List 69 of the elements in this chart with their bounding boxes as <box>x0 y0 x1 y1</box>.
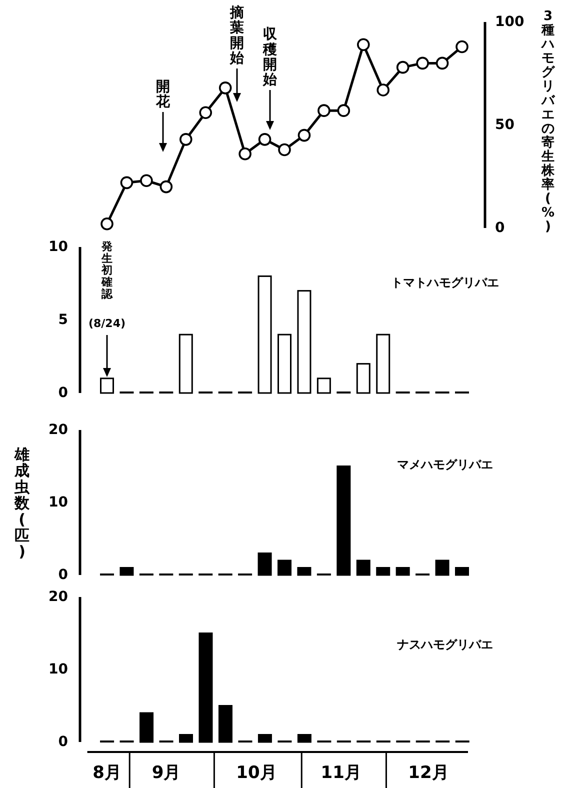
annotation: 開花 <box>155 78 171 110</box>
text: 3種ハモグリバエの寄生株率(%) <box>541 9 555 235</box>
text: ナスハモグリバエ <box>397 637 493 652</box>
annotation: (8/24) <box>88 317 126 330</box>
x-tick-label: 10月 <box>236 763 277 783</box>
y-tick-label: 0 <box>58 566 68 583</box>
x-tick-label: 11月 <box>320 763 362 783</box>
y-tick-label: 0 <box>495 220 505 236</box>
y-axis-title: 雄成虫数(匹) <box>14 446 30 561</box>
point <box>376 84 390 96</box>
x-tick-label: 9月 <box>152 763 181 783</box>
point <box>356 38 370 52</box>
bar <box>179 734 193 743</box>
x-tick-label: 8月 <box>92 763 122 783</box>
y-tick-label: 100 <box>495 14 524 30</box>
point <box>396 60 410 74</box>
y-tick-label: 10 <box>48 494 68 510</box>
point <box>160 180 173 194</box>
bar <box>278 560 292 576</box>
bar <box>297 734 312 743</box>
point <box>218 82 232 94</box>
point <box>238 147 252 160</box>
point <box>298 128 311 142</box>
point <box>140 174 153 188</box>
point <box>416 56 429 70</box>
y-tick-label: 0 <box>58 384 68 401</box>
bar <box>297 290 312 394</box>
bar <box>178 334 193 394</box>
y-tick-label: 10 <box>48 238 68 255</box>
bar <box>140 712 154 743</box>
point <box>258 133 272 146</box>
bar <box>198 632 213 743</box>
y-tick-label: 20 <box>48 588 68 605</box>
point <box>456 40 468 54</box>
y-tick-label: 50 <box>495 116 515 133</box>
x-tick-label: 12月 <box>408 763 449 783</box>
annotation: 収穫開始 <box>262 26 278 88</box>
text: トマトハモグリバエ <box>391 275 499 290</box>
bar <box>356 363 370 394</box>
bar <box>120 567 134 576</box>
bar <box>376 567 390 576</box>
annotation: 発生初確認 <box>100 240 114 300</box>
point <box>179 133 192 146</box>
point <box>436 56 449 70</box>
bar <box>297 567 312 576</box>
y-tick-label: 20 <box>48 422 68 438</box>
point <box>199 106 212 120</box>
point <box>100 217 114 230</box>
bar <box>336 466 351 576</box>
bar <box>376 334 390 394</box>
bar <box>278 334 292 394</box>
point <box>318 104 330 117</box>
bar <box>258 734 272 743</box>
text: マメハモグリバエ <box>397 457 493 472</box>
bar <box>218 705 232 743</box>
point <box>278 143 291 156</box>
bar <box>356 560 370 576</box>
y-tick-label: 5 <box>58 312 68 328</box>
y-tick-label: 10 <box>48 661 68 678</box>
annotation: 摘葉開始 <box>229 4 245 66</box>
point <box>337 104 350 117</box>
bar <box>435 560 450 576</box>
bar <box>316 378 331 394</box>
bar <box>258 275 272 394</box>
point <box>120 176 134 190</box>
bar <box>455 567 469 576</box>
bar <box>258 552 272 576</box>
y-tick-label: 0 <box>58 734 68 750</box>
bar <box>396 567 410 576</box>
